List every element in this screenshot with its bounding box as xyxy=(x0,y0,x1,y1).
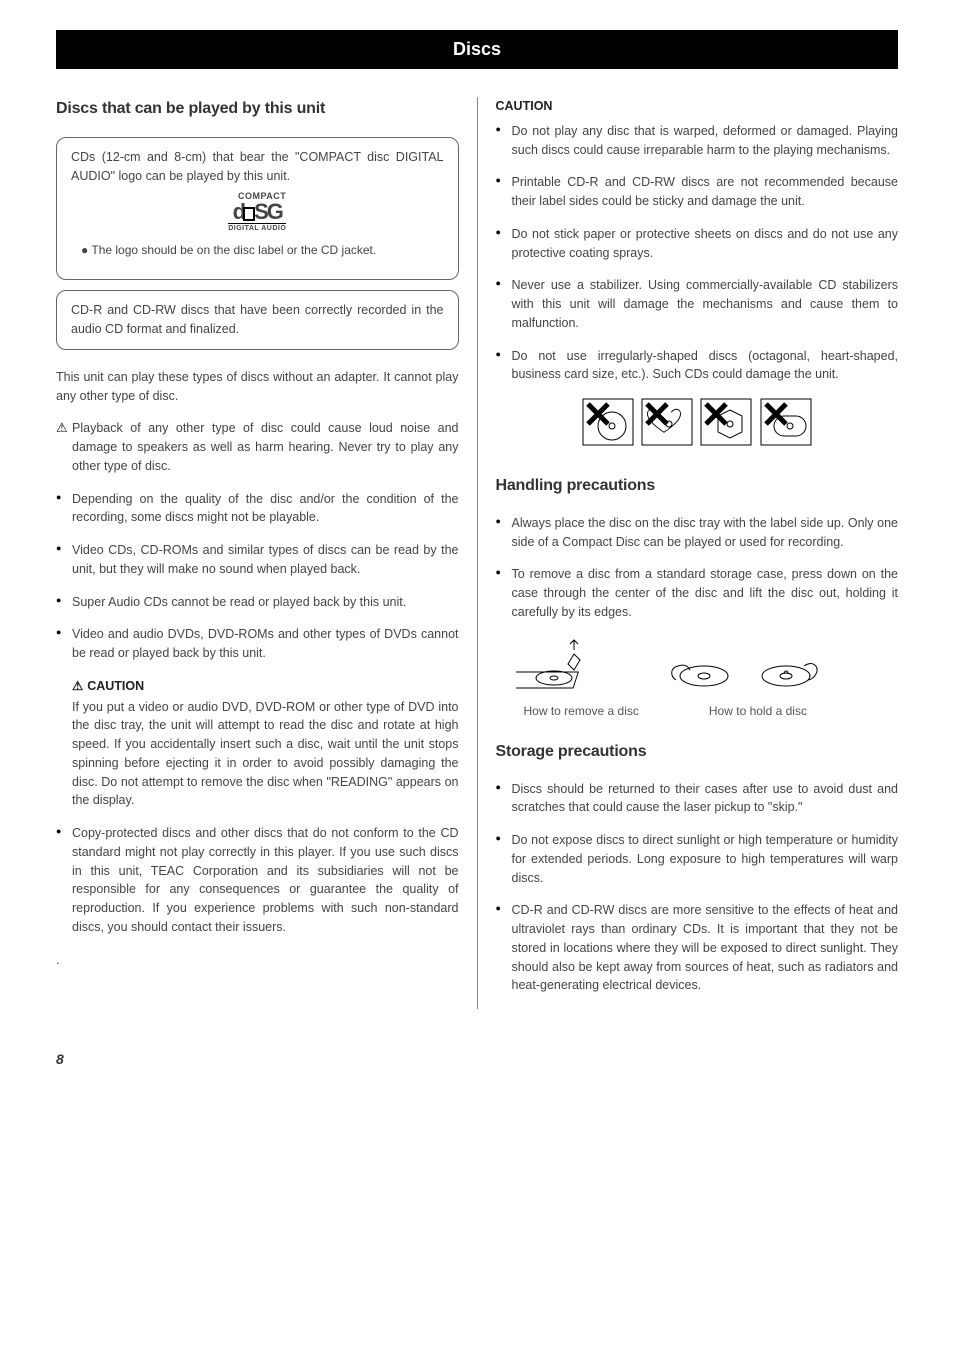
caution-body: If you put a video or audio DVD, DVD-ROM… xyxy=(72,698,459,811)
intro-para: This unit can play these types of discs … xyxy=(56,368,459,406)
bad-shape-illustration xyxy=(496,398,899,452)
bullet-copy-protect: Copy-protected discs and other discs tha… xyxy=(56,824,459,937)
right-caution-list: Do not play any disc that is warped, def… xyxy=(496,122,899,384)
caution-dvd: ⚠ CAUTION If you put a video or audio DVD… xyxy=(72,677,459,810)
caption-remove: How to remove a disc xyxy=(524,702,639,720)
bad-disc-icon xyxy=(760,398,812,446)
list-item: To remove a disc from a standard storage… xyxy=(496,565,899,621)
caution-label: CAUTION xyxy=(87,679,144,693)
list-item: Always place the disc on the disc tray w… xyxy=(496,514,899,552)
info-box-cdr: CD-R and CD-RW discs that have been corr… xyxy=(56,290,459,350)
box1-text: CDs (12-cm and 8-cm) that bear the "COMP… xyxy=(71,150,444,183)
list-item: Printable CD-R and CD-RW discs are not r… xyxy=(496,173,899,211)
list-item: Playback of any other type of disc could… xyxy=(56,419,459,475)
section-banner: Discs xyxy=(56,30,898,69)
list-item: Depending on the quality of the disc and… xyxy=(56,490,459,528)
handling-bullet-list: Always place the disc on the disc tray w… xyxy=(496,514,899,622)
list-item: Do not play any disc that is warped, def… xyxy=(496,122,899,160)
remove-disc-illustration xyxy=(516,636,606,696)
list-item: Never use a stabilizer. Using commercial… xyxy=(496,276,899,332)
left-column: Discs that can be played by this unit CD… xyxy=(56,97,478,1009)
warning-icon: ⚠ xyxy=(72,679,83,693)
right-caution-label: CAUTION xyxy=(496,97,899,116)
list-item: Do not stick paper or protective sheets … xyxy=(496,225,899,263)
box1-sub: ● The logo should be on the disc label o… xyxy=(81,241,440,259)
box2-text: CD-R and CD-RW discs that have been corr… xyxy=(71,303,444,336)
hold-disc-illustration-1 xyxy=(666,646,736,696)
list-item: Discs should be returned to their cases … xyxy=(496,780,899,818)
heading-handling: Handling precautions xyxy=(496,474,899,498)
left-bullet-list: Playback of any other type of disc could… xyxy=(56,419,459,663)
bad-disc-icon xyxy=(700,398,752,446)
storage-bullet-list: Discs should be returned to their cases … xyxy=(496,780,899,996)
bad-disc-icon xyxy=(582,398,634,446)
bad-disc-icon xyxy=(641,398,693,446)
right-column: CAUTION Do not play any disc that is war… xyxy=(478,97,899,1009)
hold-disc-illustration-2 xyxy=(754,646,824,696)
caption-hold: How to hold a disc xyxy=(709,702,807,720)
list-item: Super Audio CDs cannot be read or played… xyxy=(56,593,459,612)
list-item: Do not use irregularly-shaped discs (oct… xyxy=(496,347,899,385)
list-item: Do not expose discs to direct sunlight o… xyxy=(496,831,899,887)
list-item: Video CDs, CD-ROMs and similar types of … xyxy=(56,541,459,579)
list-item: CD-R and CD-RW discs are more sensitive … xyxy=(496,901,899,995)
list-item: Video and audio DVDs, DVD-ROMs and other… xyxy=(56,625,459,663)
info-box-cd-logo: CDs (12-cm and 8-cm) that bear the "COMP… xyxy=(56,137,459,280)
heading-discs-played: Discs that can be played by this unit xyxy=(56,97,459,121)
compact-disc-logo: COMPACT dSG DIGITAL AUDIO xyxy=(228,192,286,232)
heading-storage: Storage precautions xyxy=(496,740,899,764)
page-number: 8 xyxy=(56,1049,898,1070)
